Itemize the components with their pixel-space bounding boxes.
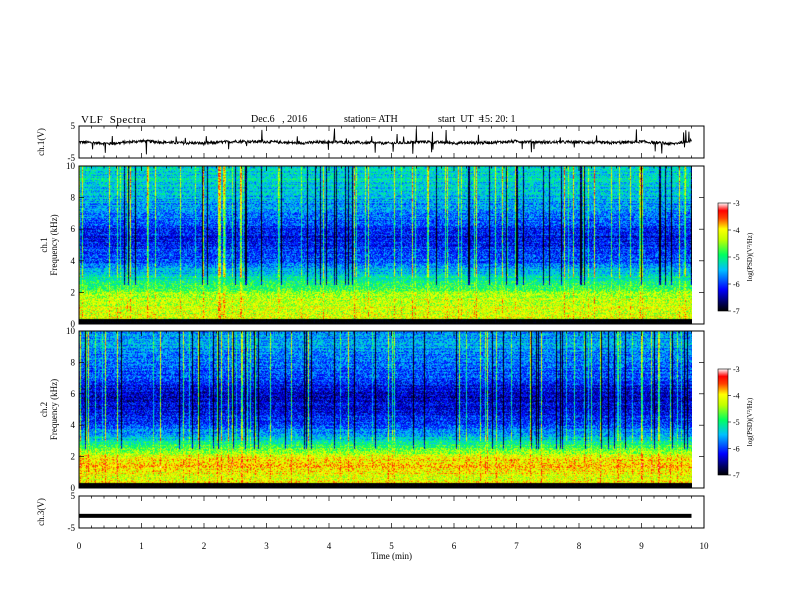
y-tick-label: 8 (71, 357, 76, 367)
y-axis-label-line: ch.1(V) (36, 128, 46, 156)
y-tick-label: 4 (71, 420, 76, 430)
y-axis-label: ch.1(V) (36, 128, 46, 156)
x-tick-label: 6 (452, 541, 457, 551)
y-tick-label: 10 (66, 161, 76, 171)
y-axis-label: ch.2Frequency (kHz) (39, 379, 59, 440)
y-axis-label: ch.1Frequency (kHz) (39, 214, 59, 275)
y-tick-label: -5 (68, 153, 76, 163)
y-tick-label: -5 (68, 523, 76, 533)
ch2-spectrogram-image (79, 331, 692, 488)
y-axis-label-line: ch.1 (39, 237, 49, 252)
x-tick-label: 9 (639, 541, 644, 551)
y-tick-label: 4 (71, 256, 76, 266)
y-axis-label: ch.3(V) (36, 498, 46, 526)
y-axis-label-line: Frequency (kHz) (49, 379, 59, 440)
y-tick-label: 5 (71, 121, 76, 131)
colorbar-tick-label: -7 (733, 307, 740, 316)
y-axis-label-line: ch.2 (39, 402, 49, 417)
x-tick-label: 8 (577, 541, 582, 551)
station-label: station= ATH (344, 114, 398, 125)
y-axis-label-line: Frequency (kHz) (49, 214, 59, 275)
x-tick-label: 0 (77, 541, 82, 551)
y-tick-label: 0 (71, 319, 76, 329)
colorbar-tick-label: -5 (733, 418, 740, 427)
ch3-waveform-line (79, 513, 692, 518)
ch1-waveform-line (79, 128, 692, 155)
x-tick-label: 1 (139, 541, 144, 551)
date-label: Dec.6 , 2016 (251, 114, 308, 125)
x-tick-label: 2 (202, 541, 207, 551)
y-tick-label: 6 (71, 224, 76, 234)
ch1-spectrogram-image (79, 166, 692, 324)
y-tick-label: 10 (66, 326, 76, 336)
colorbar-tick-label: -3 (733, 199, 740, 208)
colorbar-label: log(PSD)(V²/Hz) (746, 232, 754, 281)
colorbar-tick-label: -7 (733, 471, 740, 480)
y-tick-label: 6 (71, 389, 76, 399)
x-axis-label: Time (min) (371, 551, 412, 561)
colorbar-tick-label: -5 (733, 253, 740, 262)
colorbar-tick-label: -4 (733, 392, 740, 401)
colorbar-tick-label: -6 (733, 280, 740, 289)
y-tick-label: 5 (71, 491, 76, 501)
start-ut-label: start UT = (438, 114, 485, 125)
x-tick-label: 4 (327, 541, 332, 551)
x-tick-label: 5 (389, 541, 394, 551)
x-tick-label: 3 (264, 541, 269, 551)
colorbar-label: log(PSD)(V²/Hz) (746, 397, 754, 446)
colorbar-tick-label: -4 (733, 226, 740, 235)
start-ut-value: 15: 20: 1 (480, 114, 516, 125)
y-tick-label: 2 (71, 452, 76, 462)
chart-title: VLF Spectra (81, 114, 147, 126)
colorbar (717, 202, 729, 312)
y-axis-label-line: ch.3(V) (36, 498, 46, 526)
y-tick-label: 8 (71, 193, 76, 203)
y-tick-label: 0 (71, 483, 76, 493)
colorbar (717, 368, 729, 476)
x-tick-label: 10 (700, 541, 710, 551)
x-tick-label: 7 (514, 541, 519, 551)
colorbar-tick-label: -3 (733, 365, 740, 374)
y-tick-label: 2 (71, 287, 76, 297)
colorbar-tick-label: -6 (733, 445, 740, 454)
